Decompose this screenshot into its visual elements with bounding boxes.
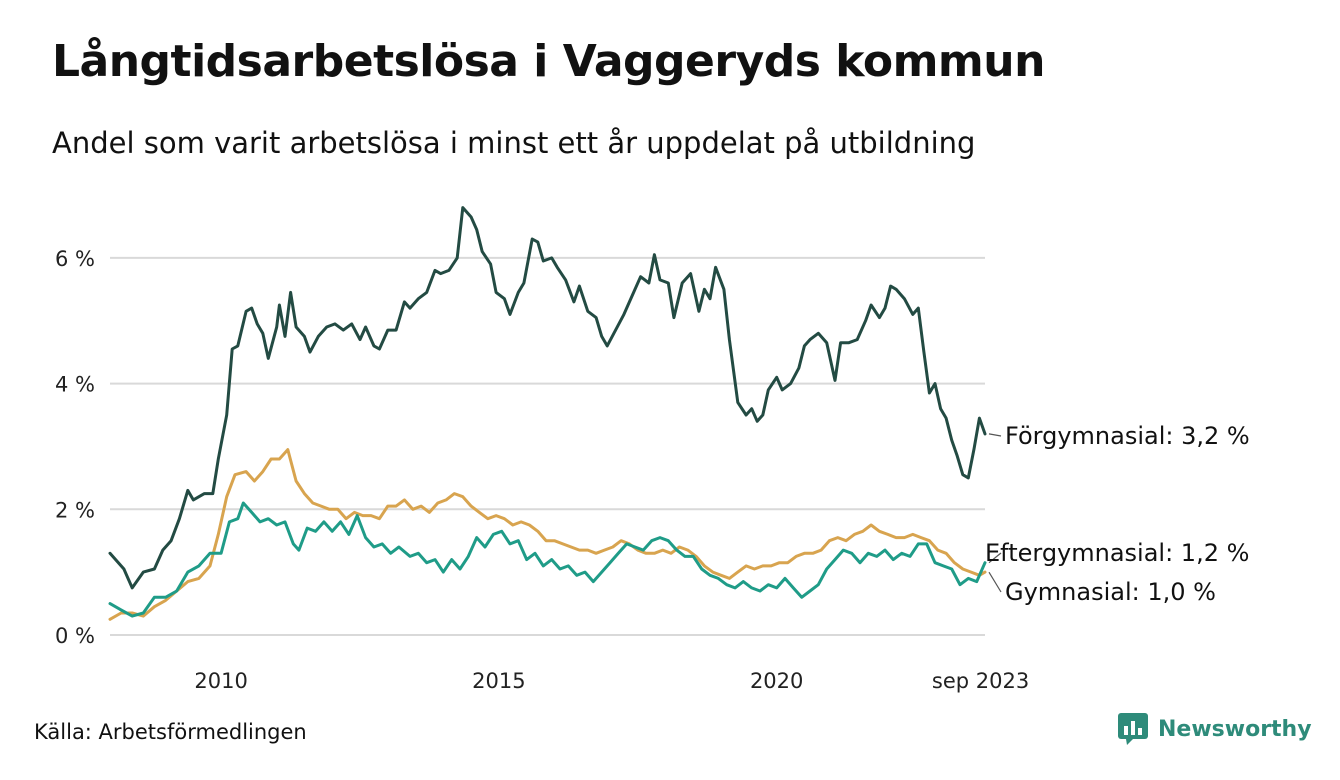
y-tick-label: 0 %	[55, 624, 95, 648]
end-labels: Förgymnasial: 3,2 % Eftergymnasial: 1,2 %…	[985, 422, 1250, 606]
x-tick-label: sep 2023	[932, 669, 1029, 693]
y-tick-label: 4 %	[55, 373, 95, 397]
source-note: Källa: Arbetsförmedlingen	[34, 720, 307, 744]
y-axis-ticks: 0 % 2 % 4 % 6 %	[55, 247, 95, 648]
series-lines	[108, 206, 987, 621]
leader-line	[988, 433, 1002, 437]
x-tick-label: 2015	[472, 669, 525, 693]
gridlines	[110, 256, 985, 636]
newsworthy-logo-icon	[1118, 713, 1148, 745]
leader-line	[988, 552, 1002, 564]
x-tick-label: 2010	[194, 669, 247, 693]
x-axis-ticks: 2010 2015 2020 sep 2023	[194, 669, 1029, 693]
series-end-label: Eftergymnasial: 1,2 %	[985, 539, 1249, 567]
brand-name: Newsworthy	[1158, 716, 1312, 742]
series-line-eftergymnasial	[108, 501, 987, 618]
leader-line	[988, 571, 1002, 593]
x-tick-label: 2020	[750, 669, 803, 693]
series-line-gymnasial	[108, 448, 987, 621]
series-end-label: Förgymnasial: 3,2 %	[1005, 422, 1250, 450]
chart-subtitle: Andel som varit arbetslösa i minst ett å…	[52, 126, 976, 160]
series-line-förgymnasial	[108, 206, 987, 590]
series-end-label: Gymnasial: 1,0 %	[1005, 578, 1216, 606]
chart-title: Långtidsarbetslösa i Vaggeryds kommun	[52, 36, 1045, 87]
y-tick-label: 6 %	[55, 247, 95, 271]
newsworthy-logo[interactable]: Newsworthy	[1118, 713, 1312, 745]
y-tick-label: 2 %	[55, 498, 95, 522]
